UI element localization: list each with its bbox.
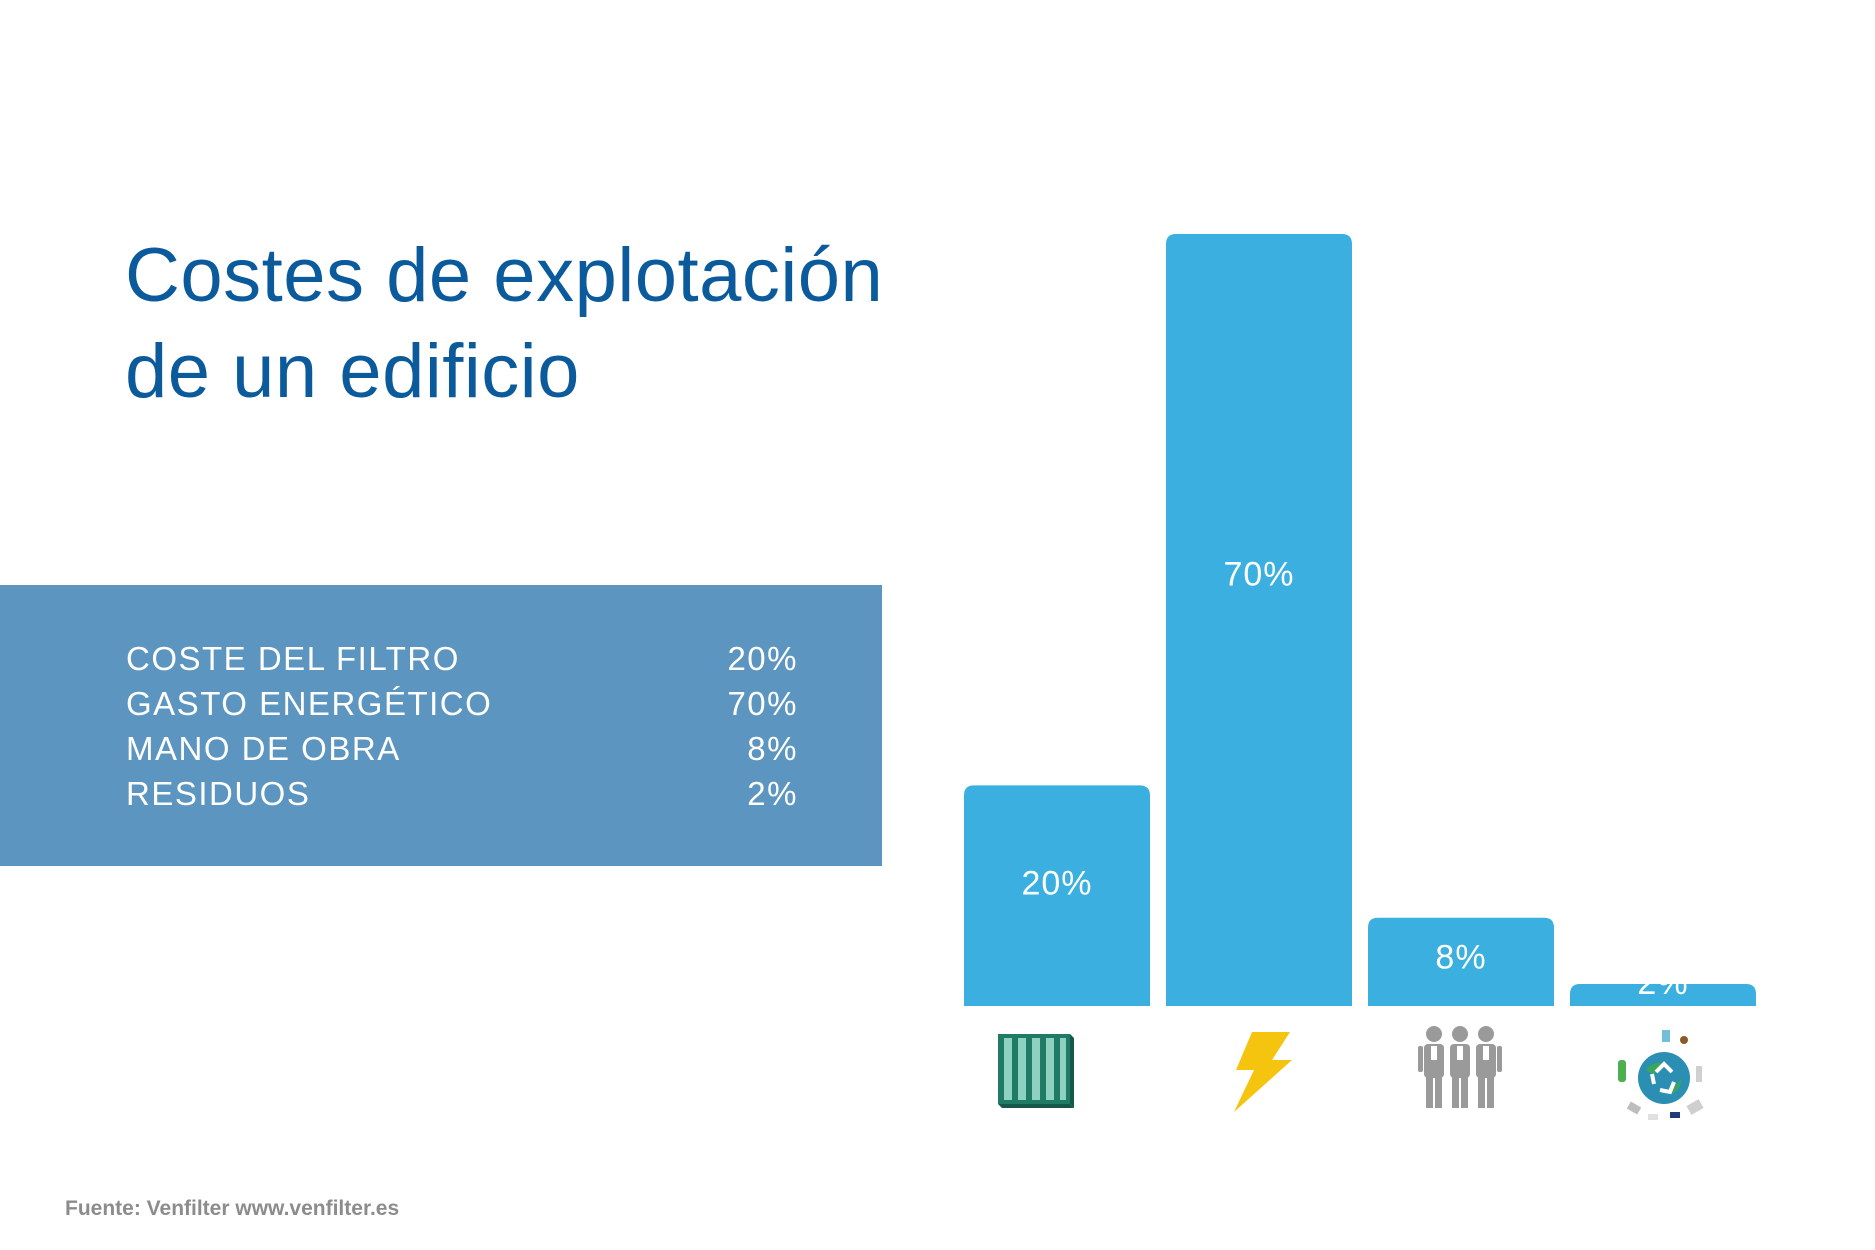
summary-row-filter: COSTE DEL FILTRO 20% bbox=[126, 636, 798, 681]
summary-label: MANO DE OBRA bbox=[126, 730, 401, 767]
title-line-2: de un edificio bbox=[125, 329, 580, 414]
summary-value: 20% bbox=[727, 640, 798, 677]
summary-row-labor: MANO DE OBRA 8% bbox=[126, 726, 798, 771]
summary-row-waste: RESIDUOS 2% bbox=[126, 771, 798, 816]
summary-value: 8% bbox=[747, 730, 798, 767]
bar-3 bbox=[1368, 917, 1554, 1006]
source-note: Fuente: Venfilter www.venfilter.es bbox=[65, 1197, 400, 1220]
bar-4 bbox=[1570, 983, 1756, 1006]
chart-title: Costes de explotación de un edificio bbox=[125, 228, 883, 420]
summary-value: 2% bbox=[747, 775, 798, 812]
bar-value-label: 70% bbox=[1223, 556, 1294, 594]
filter-icon bbox=[998, 1034, 1074, 1108]
title-line-1: Costes de explotación bbox=[125, 233, 884, 318]
summary-row-energy: GASTO ENERGÉTICO 70% bbox=[126, 681, 798, 726]
bar-value-label: 20% bbox=[1021, 864, 1092, 902]
summary-value: 70% bbox=[727, 685, 798, 722]
summary-label: GASTO ENERGÉTICO bbox=[126, 685, 493, 722]
bar-1 bbox=[964, 785, 1150, 1006]
workers-icon bbox=[1418, 1026, 1502, 1108]
bar-value-label: 8% bbox=[1435, 939, 1486, 977]
bar-2 bbox=[1166, 234, 1352, 1006]
summary-label: RESIDUOS bbox=[126, 775, 311, 812]
bar-value-label: 2% bbox=[1637, 964, 1688, 1002]
recycling-globe-icon bbox=[1618, 1030, 1704, 1120]
summary-label: COSTE DEL FILTRO bbox=[126, 640, 460, 677]
cost-summary-panel: COSTE DEL FILTRO 20% GASTO ENERGÉTICO 70… bbox=[0, 585, 882, 866]
lightning-bolt-icon bbox=[1234, 1032, 1292, 1112]
